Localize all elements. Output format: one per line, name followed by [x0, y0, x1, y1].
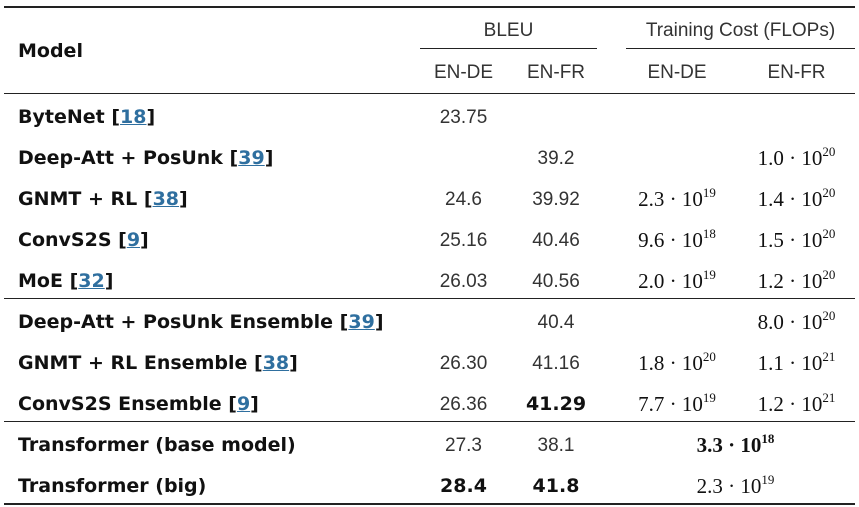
model-label: Transformer (base model) — [18, 434, 296, 456]
table-row: Deep-Att + PosUnk Ensemble [39] 40.4 8.0 ·… — [4, 302, 855, 343]
header-cost-enfr: EN-FR — [767, 62, 826, 83]
model-name: MoE [32] — [18, 270, 114, 292]
cost-enfr-value: 1.2 · 1021 — [757, 390, 836, 416]
cost-ende-value: 1.8 · 1020 — [638, 349, 716, 375]
training-cost-value: 2.3 · 1019 — [696, 472, 775, 498]
bleu-ende-value — [416, 302, 511, 343]
cost-ende-value: 7.7 · 1019 — [638, 390, 716, 416]
bleu-ende-value: 26.03 — [439, 271, 488, 292]
model-name: GNMT + RL Ensemble [38] — [18, 352, 298, 374]
bleu-ende-value: 27.3 — [445, 435, 482, 456]
header-bleu-ende: EN-DE — [433, 62, 494, 83]
table-row: ConvS2S Ensemble [9] 26.36 41.29 7.7 · 1019… — [4, 384, 855, 425]
header-bleu-enfr: EN-FR — [526, 62, 586, 83]
cost-ende-value — [616, 302, 738, 343]
model-name: Deep-Att + PosUnk Ensemble [39] — [18, 311, 384, 333]
header-training-cost: Training Cost (FLOPs) — [645, 20, 836, 41]
header-bleu: BLEU — [483, 20, 534, 41]
model-label: GNMT + RL Ensemble — [18, 352, 248, 374]
bleu-enfr-value: 41.8 — [532, 475, 580, 497]
model-label: Transformer (big) — [18, 475, 207, 497]
citation-link[interactable]: 39 — [238, 147, 265, 169]
model-name: Transformer (big) — [18, 466, 206, 507]
bottom-rule — [4, 503, 855, 505]
bleu-enfr-value: 41.29 — [525, 393, 587, 415]
bleu-ende-value: 28.4 — [440, 475, 487, 497]
ensemble-rule — [4, 298, 855, 299]
cost-ende-value — [616, 97, 738, 138]
cost-ende-value — [616, 138, 738, 179]
cost-ende-value: 2.0 · 1019 — [638, 267, 716, 293]
model-label: Deep-Att + PosUnk Ensemble — [18, 311, 334, 333]
cost-enfr-value: 1.4 · 1020 — [757, 185, 836, 211]
model-name: ConvS2S [9] — [18, 229, 149, 251]
table-row: Deep-Att + PosUnk [39] 39.2 1.0 · 1020 — [4, 138, 855, 179]
bleu-ende-value — [416, 138, 511, 179]
bleu-ende-value: 23.75 — [439, 107, 488, 128]
table-row: GNMT + RL Ensemble [38] 26.30 41.16 1.8 · 1… — [4, 343, 855, 384]
cost-enfr-value — [738, 97, 855, 138]
cost-enfr-value: 1.1 · 1021 — [757, 349, 836, 375]
header-model: Model — [18, 40, 83, 62]
bleu-ende-value: 25.16 — [439, 230, 488, 251]
bleu-enfr-value: 41.16 — [532, 353, 580, 374]
bleu-enfr-value: 38.1 — [537, 435, 575, 456]
header-rule — [4, 93, 855, 94]
table-row: ConvS2S [9] 25.16 40.46 9.6 · 1018 1.5 · 102… — [4, 220, 855, 261]
model-name: ByteNet [18] — [18, 106, 156, 128]
citation-link[interactable]: 38 — [262, 352, 290, 374]
transformer-rule — [4, 421, 855, 422]
bleu-ende-value: 26.30 — [439, 353, 488, 374]
cost-ende-value: 2.3 · 1019 — [638, 185, 716, 211]
bleu-enfr-value: 39.2 — [537, 148, 575, 169]
bleu-enfr-value: 40.46 — [532, 230, 580, 251]
top-rule — [4, 6, 855, 8]
cost-enfr-value: 8.0 · 1020 — [757, 308, 836, 334]
citation-link[interactable]: 9 — [236, 393, 251, 415]
cost-enfr-value: 1.5 · 1020 — [757, 226, 836, 252]
bleu-enfr-value — [511, 97, 601, 138]
cost-ende-value: 9.6 · 1018 — [638, 226, 716, 252]
bleu-enfr-value: 39.92 — [532, 189, 580, 210]
bleu-group-rule — [420, 48, 597, 49]
model-name: ConvS2S Ensemble [9] — [18, 393, 259, 415]
table-row: MoE [32] 26.03 40.56 2.0 · 1019 1.2 · 1020 — [4, 261, 855, 302]
table-row: GNMT + RL [38] 24.6 39.92 2.3 · 1019 1.4 · 1… — [4, 179, 855, 220]
model-label: ByteNet — [18, 106, 105, 128]
model-label: GNMT + RL — [18, 188, 138, 210]
bleu-ende-value: 26.36 — [439, 394, 488, 415]
header-cost-ende: EN-DE — [647, 62, 707, 83]
citation-link[interactable]: 32 — [78, 270, 105, 292]
table-row: ByteNet [18] 23.75 — [4, 97, 855, 138]
citation-link[interactable]: 38 — [152, 188, 180, 210]
model-label: Deep-Att + PosUnk — [18, 147, 223, 169]
cost-enfr-value: 1.0 · 1020 — [757, 144, 836, 170]
citation-link[interactable]: 39 — [348, 311, 375, 333]
cost-group-rule — [626, 48, 855, 49]
citation-link[interactable]: 18 — [120, 106, 147, 128]
model-label: MoE — [18, 270, 63, 292]
bleu-enfr-value: 40.4 — [537, 312, 575, 333]
bleu-ende-value: 24.6 — [445, 189, 482, 210]
citation-link[interactable]: 9 — [126, 229, 141, 251]
model-name: GNMT + RL [38] — [18, 188, 188, 210]
training-cost-value: 3.3 · 1018 — [696, 431, 775, 457]
model-name: Deep-Att + PosUnk [39] — [18, 147, 274, 169]
model-label: ConvS2S — [18, 229, 112, 251]
bleu-enfr-value: 40.56 — [532, 271, 580, 292]
table-row: Transformer (big) 28.4 41.8 2.3 · 1019 — [4, 466, 855, 507]
model-label: ConvS2S Ensemble — [18, 393, 222, 415]
cost-enfr-value: 1.2 · 1020 — [757, 267, 836, 293]
table-row: Transformer (base model) 27.3 38.1 3.3 · 10… — [4, 425, 855, 466]
model-name: Transformer (base model) — [18, 425, 296, 466]
